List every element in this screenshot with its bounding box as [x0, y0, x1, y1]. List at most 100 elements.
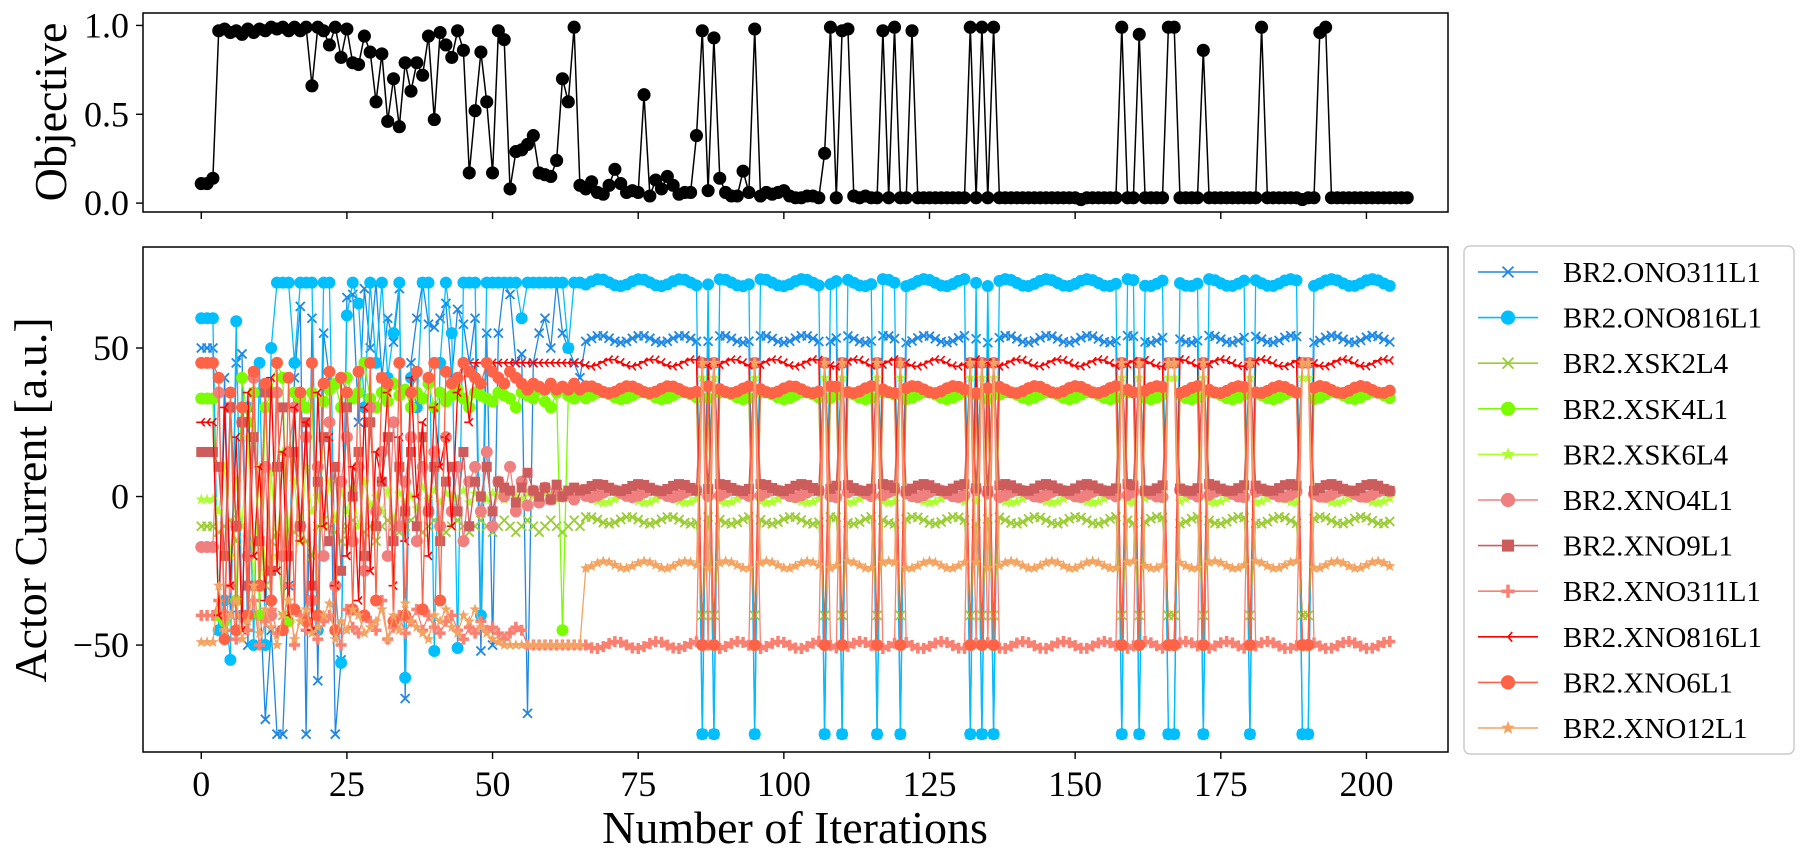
series-point: [335, 615, 347, 627]
series-point: [772, 517, 784, 528]
series-point: [889, 333, 900, 344]
series-point: [1291, 331, 1302, 342]
series-point: [865, 380, 878, 393]
series-point: [1052, 518, 1063, 529]
legend-item: BR2.XSK4L1: [1478, 394, 1728, 426]
series-point: [860, 513, 871, 525]
series-point: [970, 276, 983, 289]
series-point: [375, 276, 388, 289]
series-point: [767, 333, 778, 344]
series-point: [393, 487, 406, 499]
series-point: [609, 559, 621, 570]
series-point: [742, 380, 755, 393]
legend-item: BR2.ONO816L1: [1478, 303, 1762, 335]
series-point: [1326, 515, 1337, 526]
series-point: [743, 562, 755, 574]
series-point: [1256, 483, 1267, 494]
series-point: [603, 556, 615, 568]
series-point: [1197, 356, 1210, 368]
objective-point: [410, 56, 424, 70]
series-point: [551, 479, 562, 490]
series-point: [452, 304, 463, 315]
objective-point: [486, 166, 500, 180]
series-point: [522, 358, 532, 368]
objective-point: [299, 20, 313, 34]
legend-label: BR2.XNO6L1: [1563, 667, 1733, 699]
legend-label: BR2.XNO311L1: [1563, 576, 1761, 608]
series-point: [1063, 562, 1076, 573]
series-point: [1017, 516, 1028, 528]
series-point: [1384, 485, 1395, 496]
series-point: [218, 624, 231, 636]
series-point: [685, 333, 696, 344]
objective-point: [631, 185, 645, 200]
series-point: [341, 551, 352, 561]
series-point: [464, 417, 474, 427]
objective-point: [567, 20, 581, 34]
series-point: [1326, 479, 1337, 490]
objective-point: [608, 162, 622, 176]
series-point: [936, 516, 947, 528]
series-point: [685, 482, 696, 493]
series-point: [1314, 561, 1326, 573]
legend-marker: [1501, 447, 1515, 461]
series-point: [1314, 483, 1325, 494]
series-point: [242, 388, 252, 398]
series-point: [556, 624, 569, 637]
series-point: [1384, 560, 1396, 572]
series-point: [726, 518, 737, 529]
series-point: [294, 615, 307, 627]
series-point: [475, 645, 487, 657]
objective-point: [975, 20, 989, 34]
series-point: [1133, 356, 1145, 368]
series-point: [795, 642, 807, 654]
series-point: [1075, 512, 1087, 523]
series-point: [404, 431, 417, 444]
series-point: [935, 559, 947, 571]
series-point: [387, 327, 400, 340]
series-point: [766, 495, 778, 507]
series-point: [1051, 556, 1064, 568]
series-point: [358, 627, 371, 639]
series-point: [504, 289, 516, 300]
series-point: [289, 402, 299, 412]
series-point: [1075, 332, 1087, 343]
series-point: [1023, 485, 1034, 496]
series-point: [1035, 480, 1046, 491]
series-point: [1250, 555, 1262, 567]
series-point: [696, 639, 709, 652]
series-point: [1052, 483, 1063, 494]
objective-point: [526, 129, 540, 143]
series-point: [1162, 356, 1175, 368]
series-point: [306, 595, 318, 606]
series-point: [743, 483, 754, 494]
series-point: [598, 479, 609, 490]
objective-plot-frame: [142, 12, 1449, 213]
series-point: [305, 356, 318, 369]
series-point: [330, 461, 341, 472]
series-point: [557, 358, 567, 368]
series-point: [1115, 728, 1128, 741]
series-point: [755, 479, 766, 490]
series-point: [260, 714, 271, 725]
series-point: [486, 487, 499, 499]
objective-point: [1307, 191, 1321, 205]
series-point: [1151, 640, 1163, 652]
objective-point: [730, 189, 744, 203]
series-point: [813, 559, 825, 571]
series-point: [784, 336, 795, 347]
legend-item: BR2.XNO311L1: [1478, 576, 1761, 608]
objective-point: [1167, 20, 1181, 34]
series-point: [1081, 495, 1093, 507]
series-point: [1215, 354, 1225, 364]
series-point: [888, 495, 901, 507]
series-point: [941, 337, 953, 348]
series-point: [801, 640, 813, 652]
series-point: [1331, 640, 1343, 652]
series-point: [848, 556, 860, 568]
series-point: [812, 279, 825, 292]
series-point: [1046, 480, 1057, 491]
series-point: [1005, 555, 1017, 567]
series-point: [416, 481, 429, 493]
series-point: [510, 490, 522, 502]
